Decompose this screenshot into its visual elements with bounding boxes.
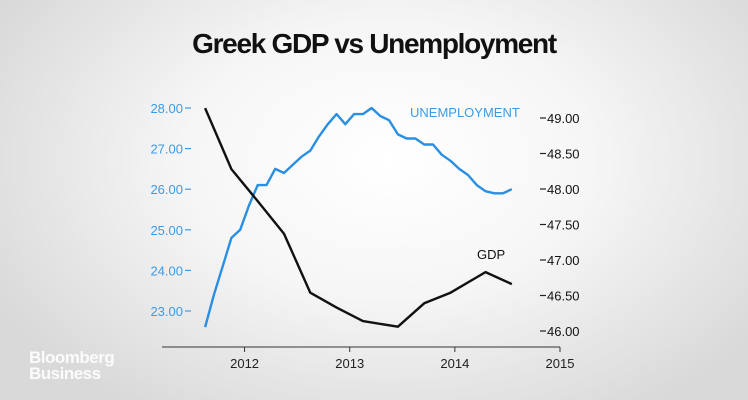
chart-title: Greek GDP vs Unemployment: [192, 28, 557, 59]
series-line-unemployment: [203, 106, 513, 328]
left-tick-label: 23.00: [150, 304, 183, 319]
right-tick-label: 46.50: [547, 289, 580, 304]
x-tick-label: 2012: [230, 356, 259, 371]
right-tick-label: 48.50: [547, 147, 580, 162]
left-tick-label: 28.00: [150, 101, 183, 116]
left-tick-label: 24.00: [150, 263, 183, 278]
left-tick-label: 26.00: [150, 182, 183, 197]
right-tick-label: 47.00: [547, 253, 580, 268]
left-tick-label: 25.00: [150, 223, 183, 238]
right-tick-label: 47.50: [547, 218, 580, 233]
left-tick-label: 27.00: [150, 142, 183, 157]
x-tick-label: 2014: [440, 356, 469, 371]
x-tick-label: 2013: [335, 356, 364, 371]
legend-label-gdp: GDP: [477, 247, 505, 262]
bloomberg-business-logo: Bloomberg Business: [29, 348, 115, 383]
legend-label-unemployment: UNEMPLOYMENT: [410, 105, 520, 120]
logo-line-1: Bloomberg: [29, 348, 115, 367]
logo-line-2: Business: [29, 364, 101, 383]
right-tick-label: 46.00: [547, 324, 580, 339]
right-tick-label: 49.00: [547, 111, 580, 126]
series-line-gdp: [203, 107, 513, 328]
x-tick-label: 2015: [546, 356, 575, 371]
right-tick-label: 48.00: [547, 182, 580, 197]
